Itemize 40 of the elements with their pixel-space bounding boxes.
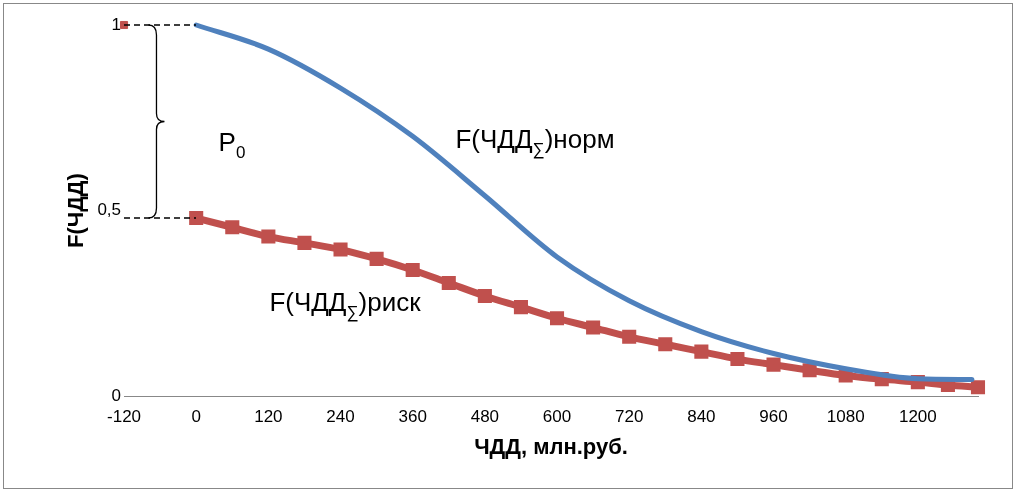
point [225, 220, 240, 235]
x-tick-label: 240 [326, 407, 355, 427]
point [513, 300, 528, 315]
point [970, 380, 986, 395]
x-tick-label: 1200 [898, 407, 937, 427]
point [658, 337, 673, 352]
x-tick-label: 600 [542, 407, 572, 427]
point [261, 229, 276, 244]
point [189, 210, 204, 226]
x-tick-label: 360 [398, 407, 427, 427]
x-axis-title: ЧДД, млн.руб. [474, 433, 628, 459]
point [369, 251, 384, 266]
y-tick-label: 0,5 [97, 200, 122, 220]
x-tick-label: 960 [759, 407, 788, 427]
y-tick-label: 0 [111, 385, 122, 405]
annotation: P$_{0}$ [218, 127, 246, 163]
point [586, 320, 601, 335]
point [549, 311, 565, 326]
x-tick-label: 840 [687, 407, 716, 427]
x-tick-label: 0 [191, 407, 201, 427]
point [838, 368, 853, 383]
point [441, 275, 456, 291]
point [802, 363, 817, 378]
point [730, 352, 745, 367]
x-tick-label: -120 [107, 407, 142, 427]
point [622, 329, 637, 344]
point [405, 262, 420, 278]
point [766, 357, 781, 372]
point [297, 235, 312, 250]
y-tick-label: 1 [111, 14, 122, 34]
y-axis-title: F(ЧДД) [63, 173, 89, 249]
annotation: F(ЧДД$_{∑}$)норм [455, 124, 615, 160]
point [333, 242, 348, 257]
x-tick-label: 480 [470, 407, 500, 427]
annotation: F(ЧДД$_{∑}$)риск [269, 287, 421, 323]
point [694, 344, 709, 359]
point [477, 288, 492, 304]
x-tick-label: 720 [615, 407, 644, 427]
x-tick-label: 1080 [826, 407, 865, 427]
x-tick-label: 120 [254, 407, 283, 427]
